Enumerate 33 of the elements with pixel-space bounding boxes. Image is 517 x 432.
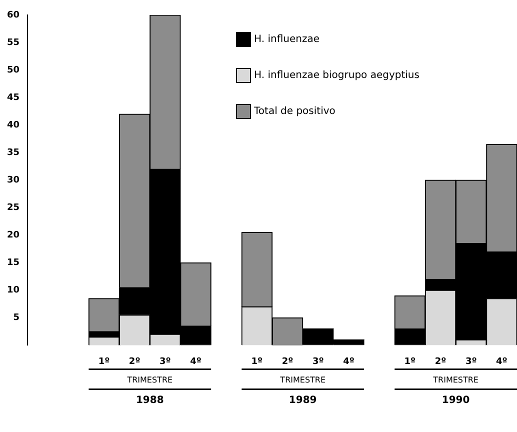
x-tick-label: 1º (98, 356, 110, 367)
y-tick-label: 55 (6, 38, 20, 48)
x-tick-label: 4º (343, 356, 354, 367)
text: 1989 (288, 394, 317, 406)
y-tick-label: 40 (6, 120, 20, 130)
y-tick-label: 25 (6, 202, 20, 213)
y-tick-label: 20 (6, 230, 20, 240)
legend-label: H. influenzae biogrupo aegyptius (254, 70, 420, 80)
x-tick-label: 2º (434, 356, 446, 367)
x-tick-label: 1º (404, 356, 416, 367)
x-tick-label: 3º (160, 356, 171, 367)
text: 1988 (136, 394, 164, 406)
x-tick-label: 3º (312, 356, 324, 367)
x-tick-label: 1º (251, 356, 263, 367)
text: TRIMESTRE (279, 375, 326, 384)
y-tick-label: 30 (6, 175, 20, 186)
legend-label: H. influenzae (254, 34, 320, 44)
y-tick-label: 10 (6, 286, 20, 296)
legend-label: Total de positivo (254, 106, 336, 116)
y-tick-label: 5 (13, 313, 20, 324)
y-tick-label: 45 (6, 92, 20, 103)
y-tick-label: 50 (6, 65, 20, 76)
text: TRIMESTRE (432, 375, 478, 384)
x-tick-label: 2º (128, 356, 140, 367)
x-tick-label: 2º (282, 356, 294, 367)
text: TRIMESTRE (126, 375, 173, 384)
x-tick-label: 3º (465, 356, 477, 367)
y-tick-label: 35 (6, 148, 20, 158)
x-tick-label: 4º (190, 356, 202, 367)
y-tick-label: 60 (6, 10, 20, 20)
x-tick-label: 4º (496, 356, 508, 367)
text: 1990 (442, 394, 470, 406)
y-tick-label: 15 (6, 258, 20, 268)
